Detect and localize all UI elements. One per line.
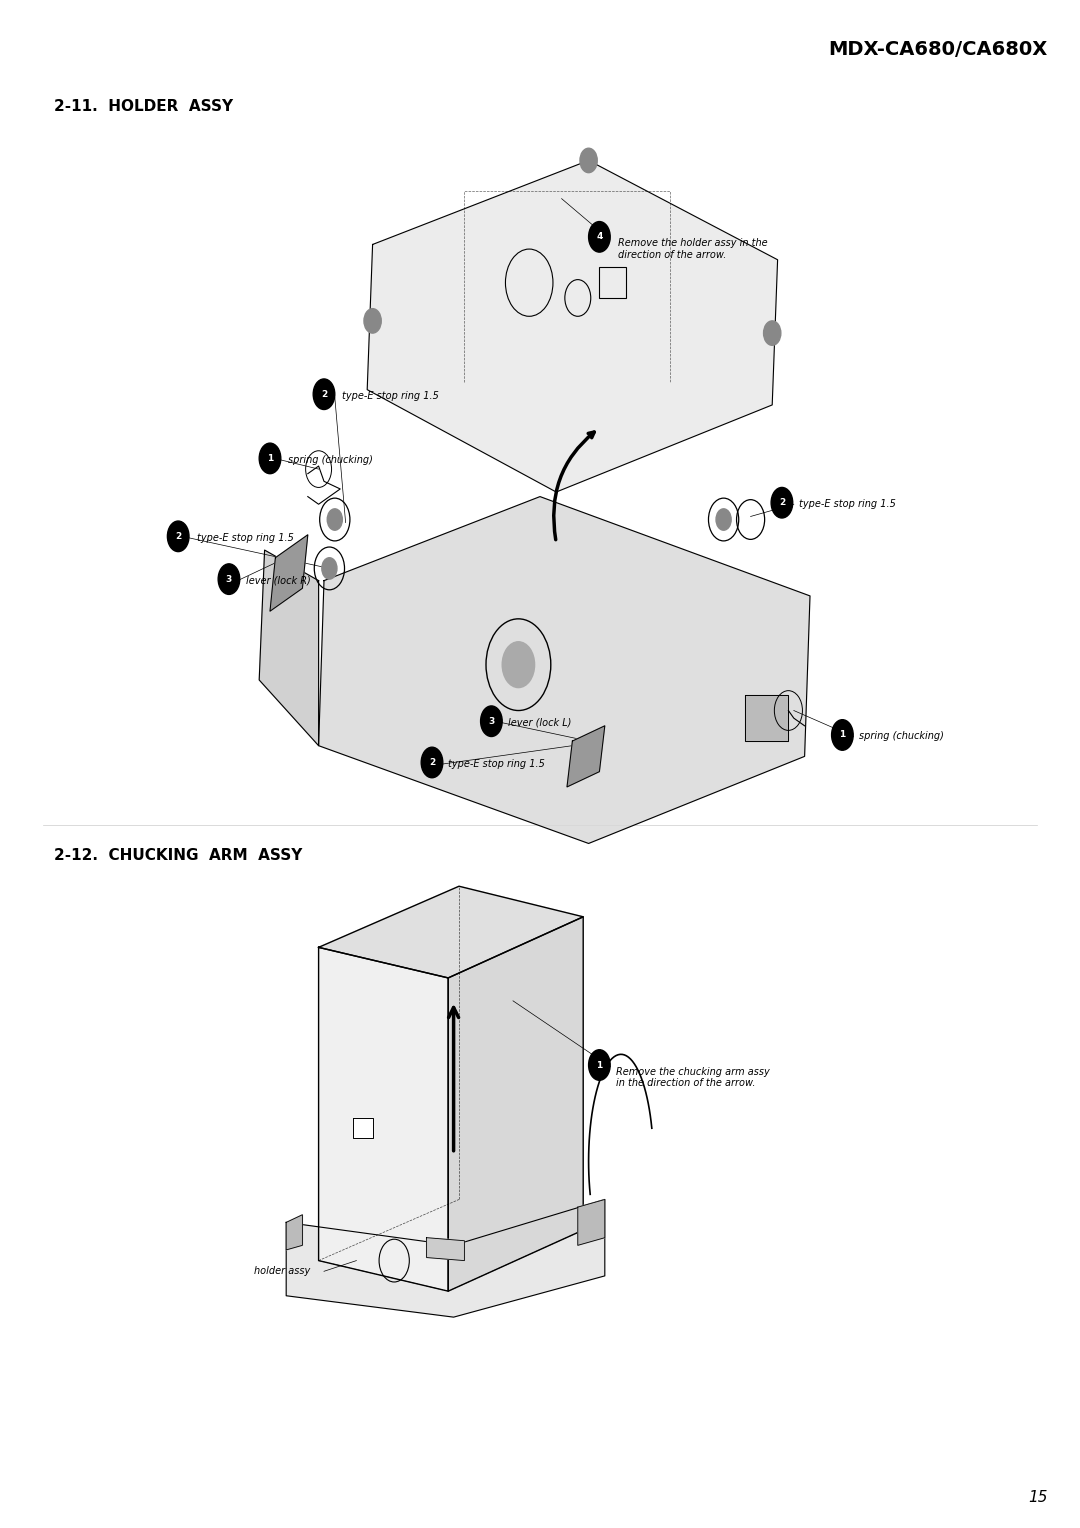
- Circle shape: [481, 706, 502, 736]
- Polygon shape: [567, 726, 605, 787]
- Text: lever (lock R): lever (lock R): [246, 576, 311, 585]
- Text: 1: 1: [267, 454, 273, 463]
- Circle shape: [771, 487, 793, 518]
- Circle shape: [716, 509, 731, 530]
- Text: lever (lock L): lever (lock L): [508, 718, 571, 727]
- Polygon shape: [427, 1238, 464, 1261]
- Circle shape: [167, 521, 189, 552]
- Text: type-E stop ring 1.5: type-E stop ring 1.5: [799, 500, 896, 509]
- Text: 2: 2: [429, 758, 435, 767]
- Polygon shape: [286, 1199, 605, 1317]
- Polygon shape: [319, 886, 583, 978]
- Circle shape: [589, 1050, 610, 1080]
- Polygon shape: [286, 1215, 302, 1250]
- Text: holder assy: holder assy: [254, 1267, 310, 1276]
- Polygon shape: [259, 550, 319, 746]
- Circle shape: [580, 148, 597, 173]
- Text: Remove the chucking arm assy
in the direction of the arrow.: Remove the chucking arm assy in the dire…: [616, 1067, 769, 1088]
- Text: spring (chucking): spring (chucking): [288, 455, 374, 465]
- Circle shape: [259, 443, 281, 474]
- Polygon shape: [578, 1199, 605, 1245]
- Circle shape: [589, 222, 610, 252]
- Text: Remove the holder assy in the
direction of the arrow.: Remove the holder assy in the direction …: [618, 238, 768, 260]
- Polygon shape: [319, 497, 810, 843]
- Circle shape: [327, 509, 342, 530]
- Text: 4: 4: [596, 232, 603, 241]
- Text: MDX-CA680/CA680X: MDX-CA680/CA680X: [828, 40, 1048, 58]
- Circle shape: [421, 747, 443, 778]
- Text: type-E stop ring 1.5: type-E stop ring 1.5: [342, 391, 440, 400]
- Text: 3: 3: [488, 717, 495, 726]
- Polygon shape: [745, 695, 788, 741]
- Text: 1: 1: [839, 730, 846, 740]
- Bar: [599, 267, 626, 298]
- Text: 2: 2: [175, 532, 181, 541]
- Polygon shape: [319, 947, 448, 1291]
- Circle shape: [502, 642, 535, 688]
- Circle shape: [218, 564, 240, 594]
- Text: 2-12.  CHUCKING  ARM  ASSY: 2-12. CHUCKING ARM ASSY: [54, 848, 302, 863]
- Text: 2-11.  HOLDER  ASSY: 2-11. HOLDER ASSY: [54, 99, 233, 115]
- Text: 1: 1: [596, 1060, 603, 1070]
- Polygon shape: [270, 535, 308, 611]
- Polygon shape: [367, 160, 778, 492]
- Polygon shape: [448, 917, 583, 1291]
- Text: type-E stop ring 1.5: type-E stop ring 1.5: [197, 533, 294, 542]
- Text: 2: 2: [321, 390, 327, 399]
- Polygon shape: [353, 1118, 373, 1138]
- Text: type-E stop ring 1.5: type-E stop ring 1.5: [448, 759, 545, 769]
- Circle shape: [832, 720, 853, 750]
- Circle shape: [764, 321, 781, 345]
- Circle shape: [322, 558, 337, 579]
- Text: spring (chucking): spring (chucking): [859, 732, 944, 741]
- Circle shape: [313, 379, 335, 410]
- Text: 3: 3: [226, 575, 232, 584]
- Text: 2: 2: [779, 498, 785, 507]
- Text: 15: 15: [1028, 1490, 1048, 1505]
- Circle shape: [364, 309, 381, 333]
